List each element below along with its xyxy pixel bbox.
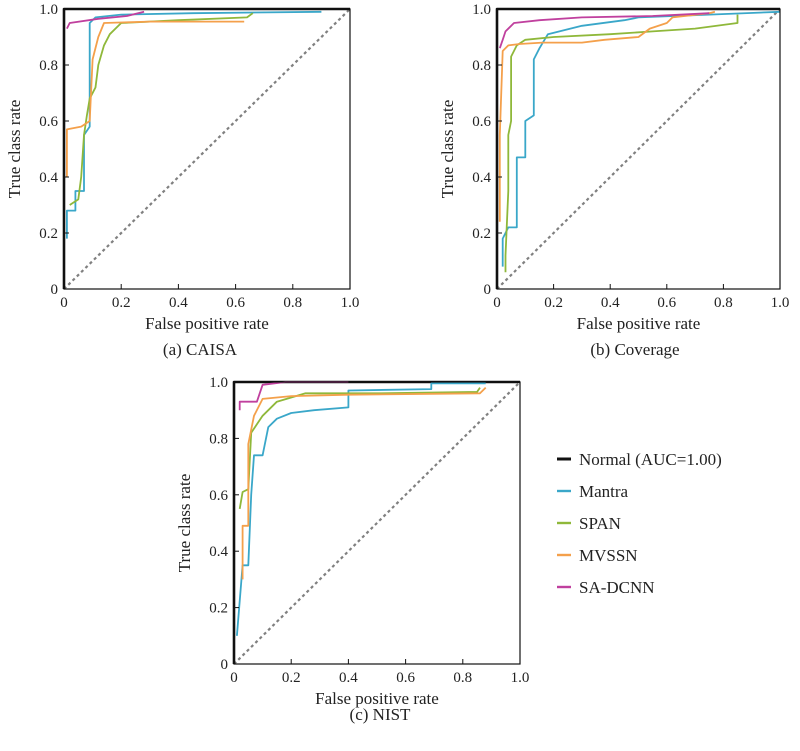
y-tick-label: 0.8 (472, 58, 491, 74)
x-tick-label: 0 (493, 295, 501, 311)
y-tick-label: 1.0 (39, 2, 58, 18)
x-tick-label: 0.8 (714, 295, 733, 311)
diagonal-reference-line (63, 8, 351, 290)
diagonal-reference-line (496, 8, 781, 290)
y-tick-label: 0.2 (39, 226, 58, 242)
y-tick-label: 0 (51, 282, 59, 298)
y-tick-label: 0.8 (39, 58, 58, 74)
panel-caption: (c) NIST (350, 705, 412, 724)
x-tick-label: 0.2 (544, 295, 563, 311)
y-tick-label: 0.2 (209, 601, 228, 617)
legend: Normal (AUC=1.00) Mantra SPAN MVSSN SA-DCNN (557, 450, 722, 597)
y-tick-label: 1.0 (209, 375, 228, 391)
panel-c-nist: 0 0.2 0.4 0.6 0.8 1.0 0 0.2 0.4 0.6 0.8 1.0 False po… (175, 375, 529, 724)
panel-a-caisa: 0 0.2 0.4 0.6 0.8 1.0 0 0.2 0.4 0.6 0.8 1.0 False po… (5, 2, 359, 359)
x-tick-label: 0.8 (283, 295, 302, 311)
plot-frame (496, 8, 781, 290)
roc-curve-span (69, 12, 254, 206)
y-tick-label: 0.6 (39, 114, 58, 130)
roc-curve-mvssn (66, 20, 245, 177)
x-tick-label: 1.0 (511, 670, 530, 686)
y-tick-label: 0.6 (472, 114, 491, 130)
x-tick-label: 0.6 (396, 670, 415, 686)
x-tick-label: 0.4 (601, 295, 620, 311)
roc-curve-sa-dcnn (66, 10, 145, 30)
legend-label-span: SPAN (579, 514, 621, 533)
roc-curve-sa-dcnn (498, 12, 710, 49)
y-tick-label: 0.4 (472, 170, 491, 186)
y-axis-label: True class rate (175, 474, 194, 573)
x-tick-label: 0.6 (657, 295, 676, 311)
y-tick-label: 0.2 (472, 226, 491, 242)
x-axis-label: False positive rate (577, 314, 701, 333)
x-tick-label: 0.4 (339, 670, 358, 686)
legend-label-mvssn: MVSSN (579, 546, 638, 565)
roc-curve-span (238, 387, 481, 510)
y-tick-label: 1.0 (472, 2, 491, 18)
y-tick-label: 0.6 (209, 488, 228, 504)
roc-curve-mantra (66, 10, 322, 239)
x-tick-label: 0.8 (453, 670, 472, 686)
x-axis-label: False positive rate (145, 314, 269, 333)
panel-caption: (b) Coverage (590, 340, 679, 359)
x-tick-label: 0 (60, 295, 68, 311)
roc-curve-mvssn (241, 386, 487, 580)
y-tick-label: 0.4 (209, 544, 228, 560)
y-tick-label: 0 (484, 282, 492, 298)
plot-frame (63, 8, 351, 290)
panel-b-coverage: 0 0.2 0.4 0.6 0.8 1.0 0 0.2 0.4 0.6 0.8 1.0 False po… (438, 2, 789, 359)
y-axis-label: True class rate (5, 100, 24, 199)
roc-curve-mantra (236, 382, 486, 636)
x-tick-label: 0.4 (169, 295, 188, 311)
legend-label-mantra: Mantra (579, 482, 629, 501)
roc-curve-mvssn (498, 10, 716, 222)
x-axis-label: False positive rate (315, 689, 439, 708)
legend-label-normal: Normal (AUC=1.00) (579, 450, 722, 469)
y-tick-label: 0 (221, 657, 229, 673)
y-tick-label: 0.4 (39, 170, 58, 186)
diagonal-reference-line (233, 381, 521, 665)
x-tick-label: 0.2 (112, 295, 131, 311)
panel-caption: (a) CAISA (163, 340, 238, 359)
x-tick-label: 0.6 (226, 295, 245, 311)
x-tick-label: 0 (230, 670, 238, 686)
x-tick-label: 0.2 (282, 670, 301, 686)
roc-curve-span (504, 14, 739, 273)
plot-frame (233, 381, 521, 665)
y-axis-label: True class rate (438, 100, 457, 199)
x-tick-label: 1.0 (341, 295, 360, 311)
roc-curve-mantra (501, 10, 781, 267)
x-tick-label: 1.0 (771, 295, 790, 311)
y-tick-label: 0.8 (209, 431, 228, 447)
legend-label-sa-dcnn: SA-DCNN (579, 578, 655, 597)
